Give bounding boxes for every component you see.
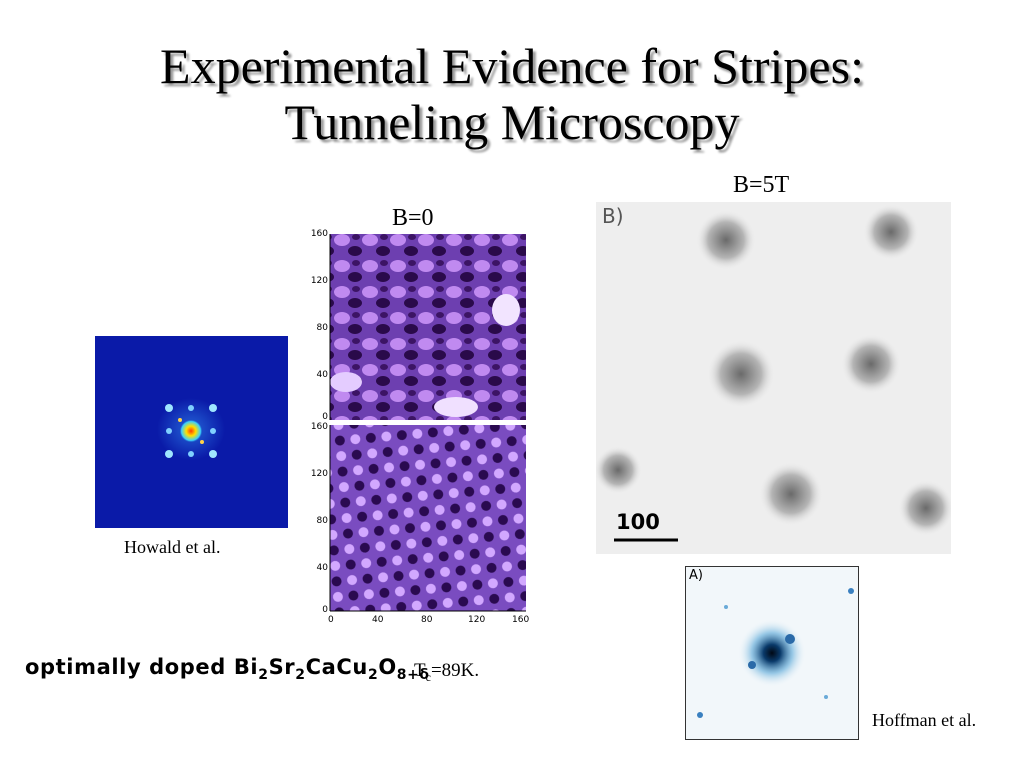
caption-sub: 2 [258, 667, 269, 684]
tick-label: 80 [316, 516, 328, 526]
fft-pattern-graphic [95, 336, 288, 528]
title-line-1: Experimental Evidence for Stripes: [160, 38, 864, 94]
tick-label: 40 [316, 563, 328, 573]
caption-text: CaCu [305, 655, 368, 679]
label-b5t: B=5T [733, 172, 790, 198]
fft-hoffman-graphic [686, 567, 858, 739]
label-b0: B=0 [392, 205, 434, 231]
tick-label: 160 [310, 422, 328, 432]
tc-value: =89K. [430, 660, 480, 681]
panel-a-tag: A) [689, 568, 703, 583]
tick-label: 40 [372, 615, 384, 625]
caption-sub: 8+δ [396, 667, 430, 684]
fft-image-howald [95, 336, 288, 528]
tc-subscript: c [425, 669, 431, 684]
caption-text: O [378, 655, 397, 679]
caption-prefix: optimally doped Bi [25, 655, 259, 679]
slide-title: Experimental Evidence for Stripes: Tunne… [0, 38, 1024, 150]
tick-label: 80 [316, 323, 328, 333]
tick-label: 120 [310, 276, 328, 286]
label-howald: Howald et al. [124, 537, 221, 557]
tick-label: 0 [328, 615, 334, 625]
tc-label: Tc=89K. [414, 660, 479, 685]
scale-bar-label: 100 [616, 510, 660, 534]
tick-label: 0 [322, 605, 328, 615]
material-caption: optimally doped Bi2Sr2CaCu2O8+δ [25, 655, 430, 683]
tick-label: 160 [512, 615, 530, 625]
caption-sub: 2 [295, 667, 306, 684]
stm-maps-graphic [329, 234, 526, 612]
fft-image-hoffman: A) [685, 566, 859, 740]
tick-label: 160 [310, 229, 328, 239]
tick-label: 40 [316, 370, 328, 380]
panel-b-tag: B) [602, 204, 624, 228]
caption-sub: 2 [367, 667, 379, 684]
title-line-2: Tunneling Microscopy [284, 94, 740, 150]
caption-text: Sr [268, 655, 296, 679]
tick-label: 80 [421, 615, 433, 625]
label-hoffman: Hoffman et al. [872, 710, 977, 730]
vortex-pattern-graphic [596, 202, 951, 554]
tick-label: 120 [468, 615, 486, 625]
tc-symbol: T [414, 660, 426, 681]
tick-label: 0 [322, 412, 328, 422]
tick-label: 120 [310, 469, 328, 479]
stm-conductance-maps: 160 120 80 40 0 160 120 80 40 0 0 40 80 … [306, 229, 538, 630]
vortex-image-b5t: B) 100 [596, 202, 951, 554]
